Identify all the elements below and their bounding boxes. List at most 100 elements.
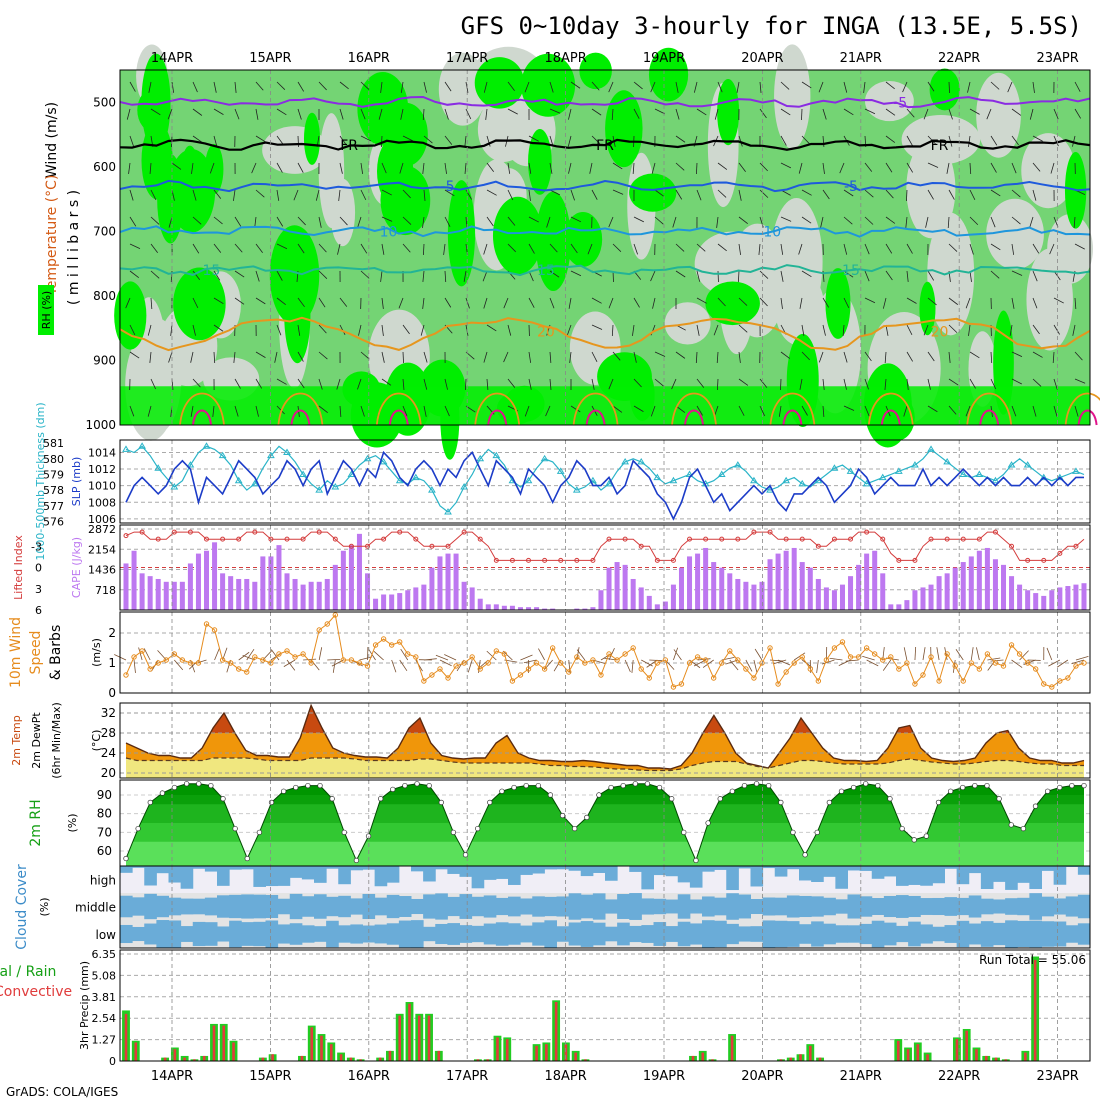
cape-bar (945, 573, 950, 610)
precip-conv-bar (222, 1026, 225, 1061)
cape-bar (759, 582, 764, 610)
cloud-bar (884, 896, 897, 917)
precip-conv-bar (398, 1016, 401, 1061)
rh-dry-patch (976, 73, 1021, 158)
wind-tick: 0 (108, 686, 116, 700)
rh2m-point (633, 781, 638, 786)
cloud-bar (811, 866, 824, 882)
cloud-bar (678, 922, 691, 947)
cloud-bar (932, 898, 945, 915)
cloud-bar (678, 894, 691, 918)
rh2m-point (730, 789, 735, 794)
date-top-7: 21APR (840, 51, 882, 66)
date-bottom-1: 15APR (249, 1069, 291, 1084)
cloud-bar (726, 866, 739, 890)
cloud-bar (338, 925, 351, 942)
date-top-2: 16APR (348, 51, 390, 66)
cloud-bar (460, 894, 473, 919)
wind-barb (801, 109, 802, 120)
cape-bar (260, 556, 265, 610)
precip-conv-bar (799, 1054, 802, 1061)
cloud-bar (981, 921, 994, 947)
date-top-1: 15APR (249, 51, 291, 66)
cloud-bar (1017, 866, 1030, 883)
cloud-bar (932, 866, 945, 883)
cloud-bar (581, 895, 594, 919)
cape-bar (381, 594, 386, 610)
cloud-bar (569, 893, 582, 919)
cape-bar (1025, 590, 1030, 610)
cloud-bar (169, 898, 182, 916)
cape-bar (888, 604, 893, 610)
precip-conv-bar (926, 1054, 929, 1061)
isotherm-label: -5 (893, 95, 907, 111)
cloud-bar (763, 920, 776, 947)
panel-pr (120, 950, 1090, 1061)
cape-bar (985, 548, 990, 610)
date-bottom-8: 22APR (938, 1069, 980, 1084)
precip-conv-bar (203, 1056, 206, 1061)
cape-bar (848, 576, 853, 610)
cloud-bar (775, 921, 788, 947)
isotherm-label: 15 (202, 263, 220, 279)
cloud-bar (544, 920, 557, 947)
cloud-bar (217, 926, 230, 941)
rh2m-point (342, 830, 347, 835)
cape-bar (639, 587, 644, 610)
cloud-bar (569, 922, 582, 945)
cloud-bar (641, 898, 654, 914)
cloud-bar (399, 896, 412, 917)
isotherm-label: 10 (763, 224, 781, 240)
cloud-bar (823, 898, 836, 916)
cape-bar (1001, 565, 1006, 610)
cloud-bar (751, 899, 764, 914)
cloud-bar (557, 926, 570, 941)
date-bottom-5: 19APR (643, 1069, 685, 1084)
cloud-bar (666, 926, 679, 942)
rh-moist-patch (377, 137, 413, 206)
precip-conv-bar (330, 1044, 333, 1061)
cloud-bar (387, 895, 400, 918)
cape-bar (333, 565, 338, 610)
cape-bar (1073, 585, 1078, 610)
rh2m-point (973, 783, 978, 788)
rh-dry-patch (906, 139, 955, 238)
cape-bar (607, 568, 612, 610)
cloud-bar (666, 900, 679, 914)
cloud-bar (1029, 893, 1042, 920)
cloud-bar (472, 866, 485, 888)
rh2m-point (682, 830, 687, 835)
cloud-bar (484, 866, 497, 880)
wind-barb (780, 379, 781, 390)
precip-conv-bar (389, 1051, 392, 1061)
cloud-bar (1029, 866, 1042, 889)
rh2m-point (1021, 826, 1026, 831)
cloud-bar (957, 898, 970, 915)
cloud-bar (860, 896, 873, 916)
cape-bar (470, 587, 475, 610)
rh2m-point (548, 793, 553, 798)
cloud-bar (532, 922, 545, 945)
rh2m-point (524, 783, 529, 788)
rh2m-point (694, 858, 699, 863)
cloud-bar (205, 866, 218, 872)
slp-tick: 1008 (88, 496, 116, 509)
precip-conv-bar (350, 1058, 353, 1061)
rh2m-point (815, 830, 820, 835)
cloud-bar (787, 921, 800, 947)
cloud-bar (908, 866, 921, 885)
cloud-bar (629, 893, 642, 920)
cloud-bar (205, 922, 218, 946)
cloud-bar (896, 895, 909, 918)
cloud-bar (350, 866, 363, 870)
cloud-bar (229, 921, 242, 948)
rh-dry-patch (986, 199, 1044, 270)
cloud-bar (266, 866, 279, 886)
run-total-label: Run Total = 55.06 (979, 953, 1086, 967)
temp-tick: 32 (101, 706, 116, 720)
cloud-bar (193, 899, 206, 915)
cloud-bar (156, 866, 169, 873)
cape-bar (1033, 593, 1038, 610)
cloud-bar (484, 924, 497, 945)
